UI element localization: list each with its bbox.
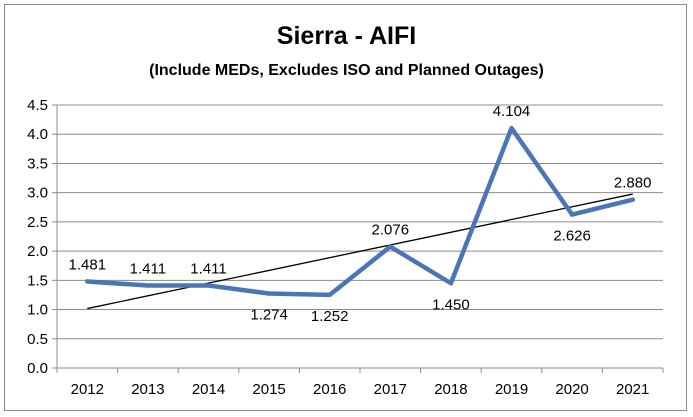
y-tick-label: 3.0 — [27, 185, 48, 202]
data-point — [388, 244, 393, 249]
data-point — [145, 283, 151, 288]
x-tick-label: 2012 — [71, 381, 104, 398]
x-tick-label: 2016 — [313, 381, 346, 398]
y-tick-label: 1.0 — [27, 302, 48, 319]
chart-title: Sierra - AIFI — [276, 22, 417, 50]
x-tick-label: 2019 — [495, 381, 528, 398]
trendline-layer — [87, 193, 633, 310]
y-tick-labels: 0.0 0.5 1.0 1.5 2.0 2.5 3.0 3.5 4.0 4.5 — [27, 97, 48, 377]
x-tick-label: 2017 — [374, 381, 407, 398]
y-tick-label: 0.5 — [27, 331, 48, 348]
y-tick-label: 3.5 — [27, 155, 48, 172]
axes — [52, 104, 664, 373]
data-point — [266, 291, 272, 296]
data-label: 1.450 — [432, 296, 470, 313]
y-tick-label: 4.5 — [27, 97, 48, 114]
x-tick-label: 2018 — [434, 381, 467, 398]
chart-frame — [4, 4, 687, 411]
series-line — [85, 125, 635, 298]
gridlines — [57, 104, 663, 340]
trendline — [87, 193, 633, 310]
x-tick-labels: 2012 2013 2014 2015 2016 2017 2018 2019 2020 2021 — [71, 381, 650, 398]
y-tick-label: 2.0 — [27, 243, 48, 260]
x-tick-label: 2014 — [192, 381, 225, 398]
data-label: 1.411 — [130, 261, 166, 278]
x-tick-label: 2015 — [252, 381, 285, 398]
data-point — [206, 283, 211, 288]
y-tick-label: 2.5 — [27, 214, 48, 231]
data-label: 1.252 — [311, 308, 349, 325]
x-tick-label: 2020 — [555, 381, 588, 398]
data-labels: 1.481 1.411 1.411 1.274 1.252 2.076 1.450 4.104… — [69, 103, 652, 325]
data-label: 2.076 — [372, 222, 410, 239]
data-label: 2.880 — [614, 175, 652, 192]
series-layer — [85, 125, 635, 298]
data-label: 4.104 — [493, 103, 531, 120]
x-tick-label: 2013 — [131, 381, 164, 398]
data-point — [509, 125, 514, 131]
y-tick-label: 1.5 — [27, 272, 48, 289]
y-tick-label: 4.0 — [27, 126, 48, 143]
data-point — [327, 292, 332, 298]
data-label: 1.481 — [69, 256, 107, 273]
data-label: 1.274 — [250, 307, 288, 324]
y-tick-label: 0.0 — [27, 360, 48, 377]
x-tick-label: 2021 — [616, 381, 649, 398]
chart-subtitle: (Include MEDs, Excludes ISO and Planned … — [149, 62, 544, 79]
data-point — [569, 212, 575, 217]
data-point — [448, 281, 454, 286]
data-label: 1.411 — [190, 261, 226, 278]
data-point — [630, 197, 635, 202]
data-label: 2.626 — [553, 228, 591, 245]
data-point — [85, 279, 90, 284]
